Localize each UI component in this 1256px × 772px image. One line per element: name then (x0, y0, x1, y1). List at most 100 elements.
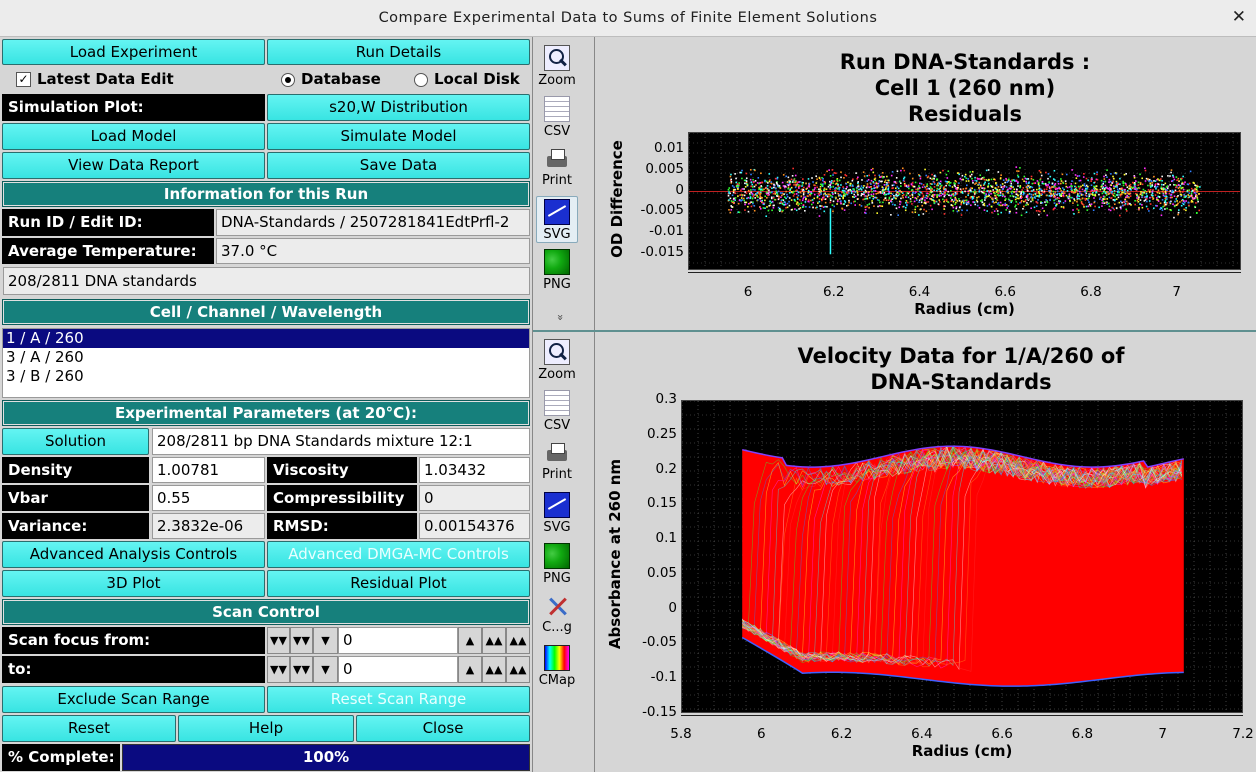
save-data-button[interactable]: Save Data (267, 152, 530, 179)
view-data-report-button[interactable]: View Data Report (2, 152, 265, 179)
residual-point (1156, 198, 1158, 201)
scan-curve (742, 451, 1183, 667)
residual-point (1082, 176, 1085, 178)
ccw-list-item[interactable]: 3 / A / 260 (6, 348, 84, 366)
bottom-cmap-tool[interactable]: CMap (532, 645, 582, 688)
residual-point (1155, 187, 1157, 190)
residual-point (845, 192, 848, 194)
residual-point (836, 203, 838, 205)
scan-to-down-medium-icon[interactable]: ▼▼ (290, 656, 313, 683)
checkbox-icon[interactable]: ✓ (16, 72, 31, 87)
residual-point (842, 203, 845, 205)
residual-point (1131, 181, 1134, 184)
residual-point (875, 181, 877, 184)
residual-plot-button[interactable]: Residual Plot (267, 570, 530, 597)
residual-point (1047, 177, 1049, 180)
bottom-csv-tool[interactable]: CSV (532, 390, 582, 433)
viscosity-input[interactable]: 1.03432 (419, 457, 530, 483)
scan-from-up-large-icon[interactable]: ▲▲ (506, 627, 530, 654)
help-button[interactable]: Help (178, 715, 354, 742)
velocity-plot-canvas[interactable] (681, 400, 1243, 713)
load-experiment-button[interactable]: Load Experiment (2, 39, 265, 65)
residual-point (769, 191, 772, 194)
residual-point (930, 189, 933, 192)
radio-empty-icon[interactable] (414, 73, 428, 87)
residual-point (1188, 196, 1191, 198)
residual-point (882, 190, 885, 193)
3d-plot-button[interactable]: 3D Plot (2, 570, 265, 597)
residual-point (994, 192, 996, 195)
residual-point (745, 172, 748, 175)
scan-from-up-icon[interactable]: ▲ (458, 627, 482, 654)
residual-point (855, 186, 858, 189)
ccw-list-item-selected[interactable]: 1 / A / 260 (3, 329, 529, 348)
bottom-png-tool[interactable]: PNG (532, 543, 582, 586)
residual-point (1126, 196, 1129, 199)
scan-to-up-medium-icon[interactable]: ▲▲ (482, 656, 506, 683)
top-svg-tool[interactable]: SVG (536, 196, 578, 243)
scan-to-up-icon[interactable]: ▲ (458, 656, 482, 683)
scan-to-up-large-icon[interactable]: ▲▲ (506, 656, 530, 683)
latest-data-edit-checkbox[interactable]: ✓ Latest Data Edit (2, 67, 265, 92)
scan-from-down-large-icon[interactable]: ▼▼ (267, 627, 290, 654)
residual-point (1192, 181, 1195, 184)
scan-from-up-medium-icon[interactable]: ▲▲ (482, 627, 506, 654)
residuals-plot-canvas[interactable] (688, 132, 1241, 270)
toolbar-more-icon[interactable]: » (553, 314, 567, 321)
bottom-config-tool[interactable]: C...g (532, 594, 582, 635)
residual-point (944, 188, 946, 190)
top-csv-tool[interactable]: CSV (532, 96, 582, 139)
residual-point (777, 185, 779, 188)
residual-point (819, 188, 822, 190)
local-disk-radio[interactable]: Local Disk (407, 67, 530, 92)
residual-point (1009, 195, 1012, 197)
bottom-zoom-tool[interactable]: Zoom (532, 339, 582, 382)
velocity-y-tick: 0.05 (646, 564, 677, 581)
database-radio[interactable]: Database (267, 67, 407, 92)
reset-button[interactable]: Reset (2, 715, 176, 742)
residual-point (746, 197, 748, 200)
top-print-tool[interactable]: Print (532, 147, 582, 188)
close-button[interactable]: Close (356, 715, 530, 742)
residual-point (956, 188, 959, 191)
residual-point (1092, 209, 1095, 212)
scan-to-down-icon[interactable]: ▼ (313, 656, 338, 683)
residual-point (909, 172, 911, 175)
load-model-button[interactable]: Load Model (2, 123, 265, 150)
scan-from-input[interactable]: 0 (338, 627, 458, 654)
residual-point (776, 193, 779, 196)
scan-to-down-large-icon[interactable]: ▼▼ (267, 656, 290, 683)
density-input[interactable]: 1.00781 (152, 457, 265, 483)
simulation-plot-button[interactable]: s20,W Distribution (267, 94, 530, 121)
advanced-analysis-button[interactable]: Advanced Analysis Controls (2, 541, 265, 568)
residual-point (1185, 207, 1187, 209)
residual-point (1041, 202, 1044, 204)
bottom-print-tool[interactable]: Print (532, 441, 582, 482)
scan-from-down-medium-icon[interactable]: ▼▼ (290, 627, 313, 654)
scan-from-down-icon[interactable]: ▼ (313, 627, 338, 654)
run-details-button[interactable]: Run Details (267, 39, 530, 65)
residual-point (812, 181, 814, 183)
residual-point (1177, 187, 1180, 189)
residual-point (1196, 197, 1199, 199)
residual-point (920, 198, 922, 200)
residual-point (1117, 182, 1119, 185)
ccw-list-item[interactable]: 3 / B / 260 (6, 367, 84, 385)
window-close-icon[interactable]: ✕ (1231, 7, 1246, 27)
top-zoom-tool[interactable]: Zoom (532, 45, 582, 88)
top-png-tool[interactable]: PNG (532, 249, 582, 292)
reset-scan-range-button[interactable]: Reset Scan Range (267, 686, 530, 713)
residual-point (876, 212, 878, 214)
bottom-svg-tool[interactable]: SVG (532, 492, 582, 535)
ccw-list[interactable]: 1 / A / 260 3 / A / 260 3 / B / 260 (2, 328, 530, 398)
exclude-scan-range-button[interactable]: Exclude Scan Range (2, 686, 265, 713)
residual-point (1125, 208, 1128, 211)
solution-button[interactable]: Solution (2, 428, 149, 455)
simulate-model-button[interactable]: Simulate Model (267, 123, 530, 150)
radio-selected-icon[interactable] (281, 73, 295, 87)
residual-point (813, 193, 816, 196)
vbar-input[interactable]: 0.55 (152, 485, 265, 511)
advanced-dmga-button[interactable]: Advanced DMGA-MC Controls (267, 541, 530, 568)
residual-point (824, 201, 827, 204)
scan-to-input[interactable]: 0 (338, 656, 458, 683)
